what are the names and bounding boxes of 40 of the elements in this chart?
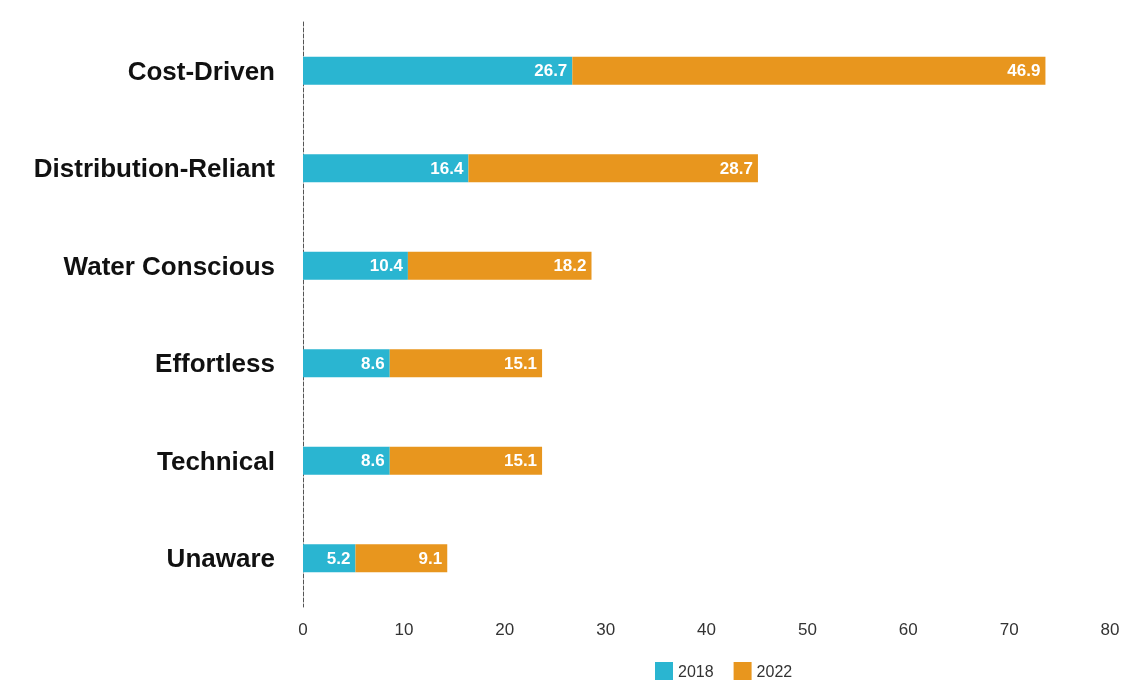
x-tick-label: 50 [797, 620, 817, 639]
x-tick-label: 10 [394, 620, 414, 639]
data-label: 15.1 [503, 353, 538, 373]
x-tick-label: 70 [999, 620, 1019, 639]
legend-label: 2022 [756, 662, 793, 680]
data-label: 10.4 [369, 256, 404, 276]
y-tick-label: Distribution-Reliant [33, 153, 276, 184]
x-tick-label: 80 [1100, 620, 1120, 639]
x-tick-label: 60 [898, 620, 918, 639]
y-tick-label: Unaware [166, 543, 275, 574]
x-tick-label: 30 [596, 620, 616, 639]
data-label: 5.2 [326, 548, 351, 568]
bar [389, 446, 543, 475]
data-label: 9.1 [418, 548, 443, 568]
bar [303, 349, 390, 378]
bar [572, 56, 1046, 85]
data-label: 15.1 [503, 451, 538, 471]
bar [303, 446, 390, 475]
y-tick-label: Effortless [155, 348, 275, 379]
legend-label: 2018 [678, 662, 714, 680]
bar [303, 154, 469, 183]
bar [389, 349, 543, 378]
bar [355, 544, 448, 573]
x-tick-label: 40 [697, 620, 716, 639]
y-tick-label: Cost-Driven [127, 55, 275, 86]
y-tick-label: Water Conscious [63, 250, 275, 281]
y-tick-label: Technical [156, 445, 275, 476]
data-label: 28.7 [719, 158, 753, 178]
data-label: 16.4 [430, 158, 464, 178]
data-label: 46.9 [1007, 61, 1041, 81]
data-label: 8.6 [361, 451, 385, 471]
bar [407, 251, 592, 280]
data-label: 8.6 [361, 353, 385, 373]
bar [303, 56, 573, 85]
bar [468, 154, 758, 183]
x-tick-label: 0 [298, 620, 308, 639]
data-label: 18.2 [553, 256, 587, 276]
data-label: 26.7 [534, 61, 568, 81]
bar [303, 251, 408, 280]
x-tick-label: 20 [495, 620, 515, 639]
